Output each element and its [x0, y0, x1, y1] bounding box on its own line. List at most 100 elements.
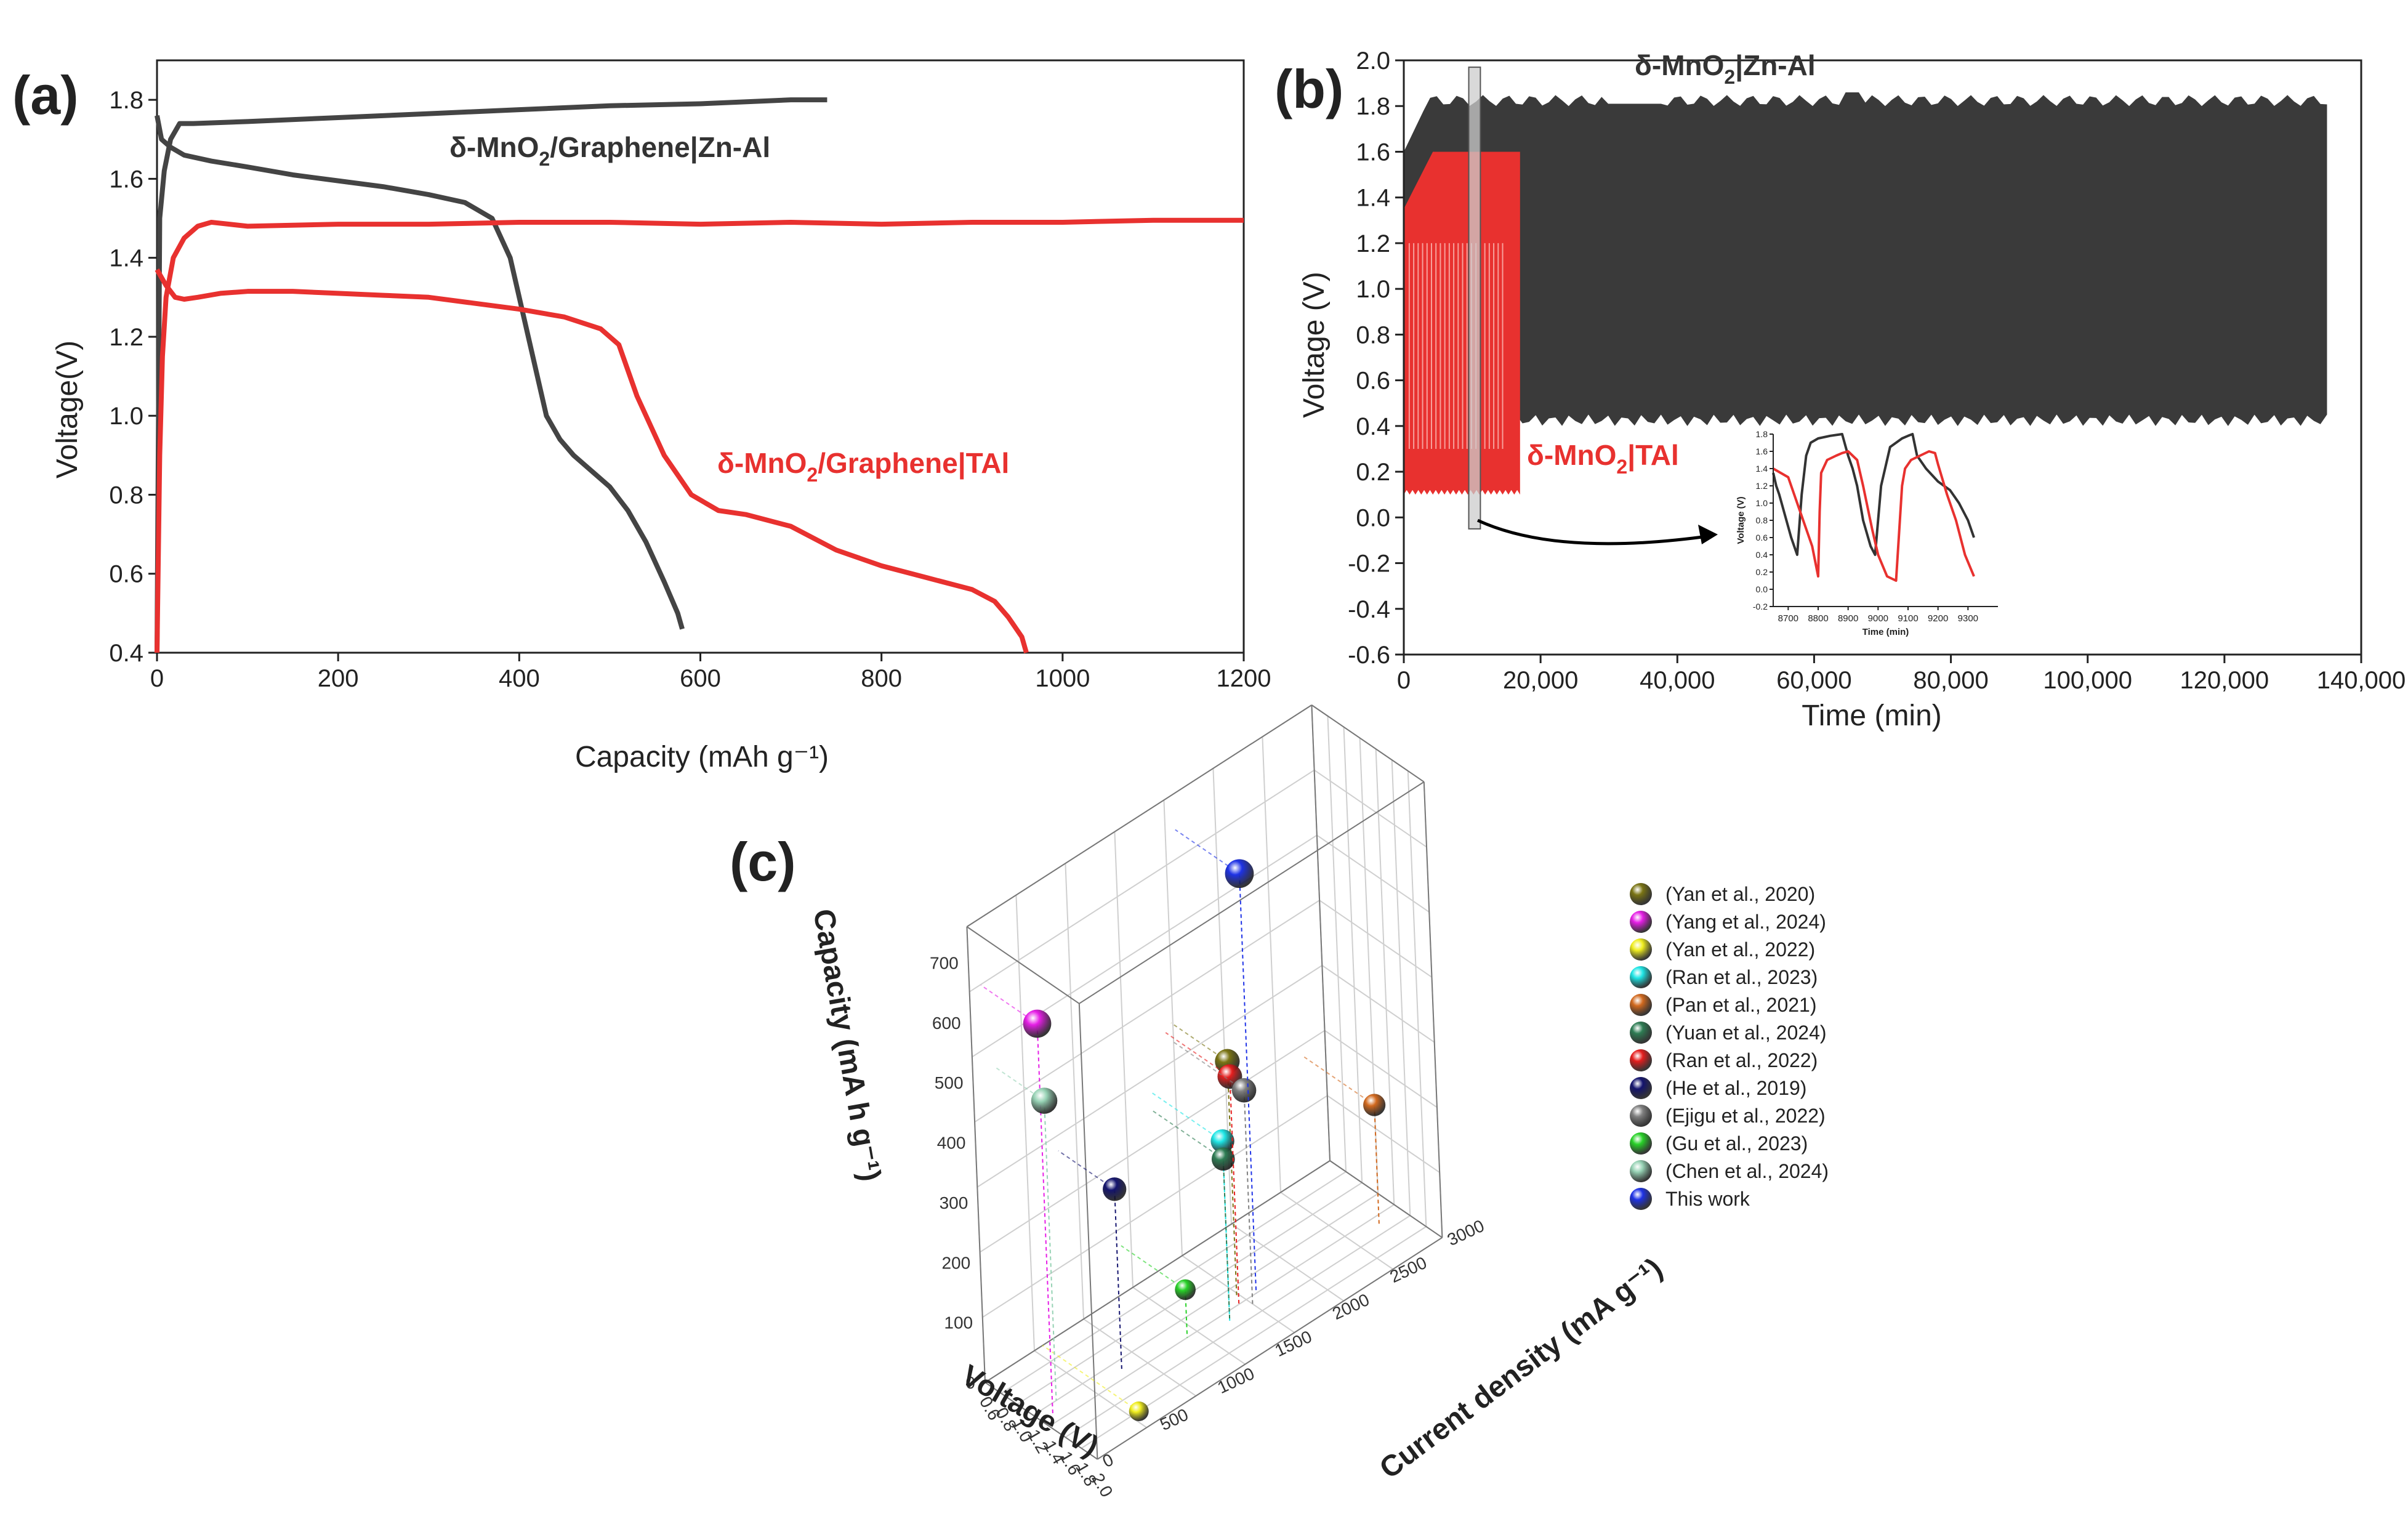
panel-b-ytick-label: 0.0: [1356, 504, 1390, 531]
box-edge: [1078, 1003, 1098, 1459]
grid-floor-line: [1034, 1350, 1147, 1429]
panel-b-annotation-znal: δ-MnO2|Zn-Al: [1635, 49, 1816, 88]
legend-label: (Yan et al., 2022): [1665, 938, 1815, 961]
inset-xlabel: Time (min): [1862, 627, 1909, 637]
legend-marker: [1630, 1132, 1652, 1155]
inset-ylabel: Voltage (V): [1736, 496, 1746, 544]
inset-xtick-label: 9000: [1868, 613, 1888, 624]
data-point-2: [1129, 1401, 1149, 1421]
inset-xtick-label: 8800: [1808, 613, 1828, 624]
grid-wall-line: [1114, 831, 1134, 1288]
panel-a-ytick-label: 1.6: [109, 166, 143, 193]
inset-xtick-label: 8700: [1778, 613, 1798, 624]
inset-series-line-1: [1773, 450, 1975, 582]
legend-label: (Chen et al., 2024): [1665, 1160, 1829, 1182]
inset-series-line-0: [1772, 433, 1975, 556]
legend-marker: [1630, 1188, 1652, 1210]
point-guide-line: [980, 985, 1038, 1025]
panel-a-ytick-label: 1.0: [109, 403, 143, 430]
panel-c-ytick-label: 0: [1100, 1450, 1116, 1472]
legend-marker: [1630, 883, 1652, 905]
panel-b-xtick-label: 100,000: [2043, 667, 2132, 694]
panel-b-label: (b): [1274, 58, 1343, 119]
grid-wall-line: [1316, 834, 1430, 913]
grid-floor-line: [1280, 1191, 1393, 1270]
data-point-4: [1363, 1094, 1386, 1116]
box-edge: [1423, 781, 1443, 1238]
panel-b-axes: 0 20,000 40,000 60,000 80,000 100,000 120,000 1…: [1348, 47, 2406, 694]
panel-b-ytick-label: 0.8: [1356, 321, 1390, 349]
point-drop-line: [1229, 1076, 1240, 1305]
legend-marker: [1630, 1105, 1652, 1127]
panel-c-3d-box: 01002003004005006007000.60.81.01.21.41.6…: [930, 704, 1487, 1501]
panel-b-annotation-tal: δ-MnO2|TAl: [1527, 439, 1679, 478]
box-edge: [1311, 704, 1425, 783]
inset-ytick-label: 0.2: [1756, 567, 1768, 577]
data-point-1: [1023, 1009, 1052, 1038]
panel-a-xtick-label: 1000: [1035, 665, 1090, 692]
grid-wall-line: [1262, 736, 1281, 1193]
grid-wall-line: [1321, 965, 1435, 1043]
panel-b-xtick-label: 60,000: [1776, 667, 1851, 694]
panel-b-ytick-label: 0.6: [1356, 368, 1390, 395]
panel-b-xtick-label: 120,000: [2180, 667, 2269, 694]
point-drop-line: [1044, 1100, 1057, 1401]
zoom-arrowhead: [1698, 525, 1718, 544]
panel-b-ytick-label: 0.4: [1356, 413, 1390, 440]
panel-a-series-line-3: [155, 268, 1029, 654]
panel-a-ytick-label: 1.2: [109, 324, 143, 351]
inset-ytick-label: 1.8: [1756, 429, 1768, 439]
panel-b-ylabel: Voltage (V): [1298, 272, 1331, 417]
grid-wall-line: [974, 900, 1320, 1123]
grid-floor-line: [1065, 1215, 1411, 1438]
legend-label: (Ran et al., 2023): [1665, 966, 1818, 988]
panel-c-ztick-label: 700: [930, 953, 959, 972]
panel-a-ytick-label: 0.8: [109, 482, 143, 509]
box-edge: [1079, 781, 1425, 1004]
inset-ytick-label: 1.6: [1756, 446, 1768, 456]
legend-marker: [1630, 994, 1652, 1016]
box-edge: [985, 1382, 1098, 1460]
inset-ytick-label: 0.6: [1756, 533, 1768, 542]
data-point-5: [1211, 1147, 1235, 1171]
inset-ytick-label: 0.8: [1756, 515, 1768, 525]
grid-wall-line: [1327, 716, 1347, 1172]
panel-a-series-line-2: [155, 217, 1244, 653]
panel-a-series: [155, 97, 1244, 654]
legend-label: (Yan et al., 2020): [1665, 883, 1815, 905]
panel-b-ytick-label: 1.4: [1356, 185, 1390, 212]
inset-xtick-label: 9300: [1958, 613, 1978, 624]
inset-ytick-label: 0.0: [1756, 584, 1768, 594]
panel-c-ztick-label: 500: [935, 1073, 964, 1092]
panel-c-ztick-label: 0: [965, 1373, 975, 1392]
grid-floor-line: [1083, 1318, 1196, 1397]
panel-b-ytick-label: -0.6: [1348, 642, 1390, 669]
point-guide-line: [1058, 1150, 1115, 1190]
panel-b-xlabel: Time (min): [1802, 699, 1942, 732]
panel-a-axes: 0 200 400 600 800 1000 1200 0.4 0.6 0.8 1.0 1.2 1.4 1…: [109, 59, 1271, 692]
panel-a: (a) 0 200 400 600 800 1000 1200 0.4 0.6 0.8 1.0 1.2…: [12, 59, 1271, 773]
data-point-8: [1231, 1078, 1257, 1103]
panel-a-ytick-label: 1.8: [109, 87, 143, 114]
panel-b-ytick-label: -0.2: [1348, 550, 1390, 578]
panel-c-ztick-label: 200: [941, 1253, 970, 1272]
panel-c-ytick-label: 500: [1157, 1405, 1191, 1434]
panel-c-ztick-label: 100: [944, 1313, 973, 1332]
panel-b-tal-cycling: [1404, 151, 1520, 495]
panel-a-series-line-1: [155, 115, 685, 630]
inset-xtick-label: 9100: [1898, 613, 1918, 624]
panel-b-znal-cycling: [1404, 92, 2327, 426]
inset-background: [1773, 434, 1998, 607]
panel-c-ytick-label: 2500: [1387, 1253, 1430, 1286]
grid-wall-line: [1359, 738, 1379, 1194]
panel-c-ztick-label: 300: [940, 1193, 968, 1212]
grid-wall-line: [980, 1030, 1326, 1253]
inset-xtick-label: 9200: [1928, 613, 1948, 624]
legend-label: (Yuan et al., 2024): [1665, 1022, 1827, 1044]
grid-wall-line: [1065, 863, 1084, 1320]
data-point-10: [1031, 1087, 1058, 1114]
panel-b-ytick-label: -0.4: [1348, 596, 1390, 623]
panel-c-ytick-label: 1000: [1215, 1364, 1258, 1397]
point-guide-line: [1042, 1345, 1140, 1412]
